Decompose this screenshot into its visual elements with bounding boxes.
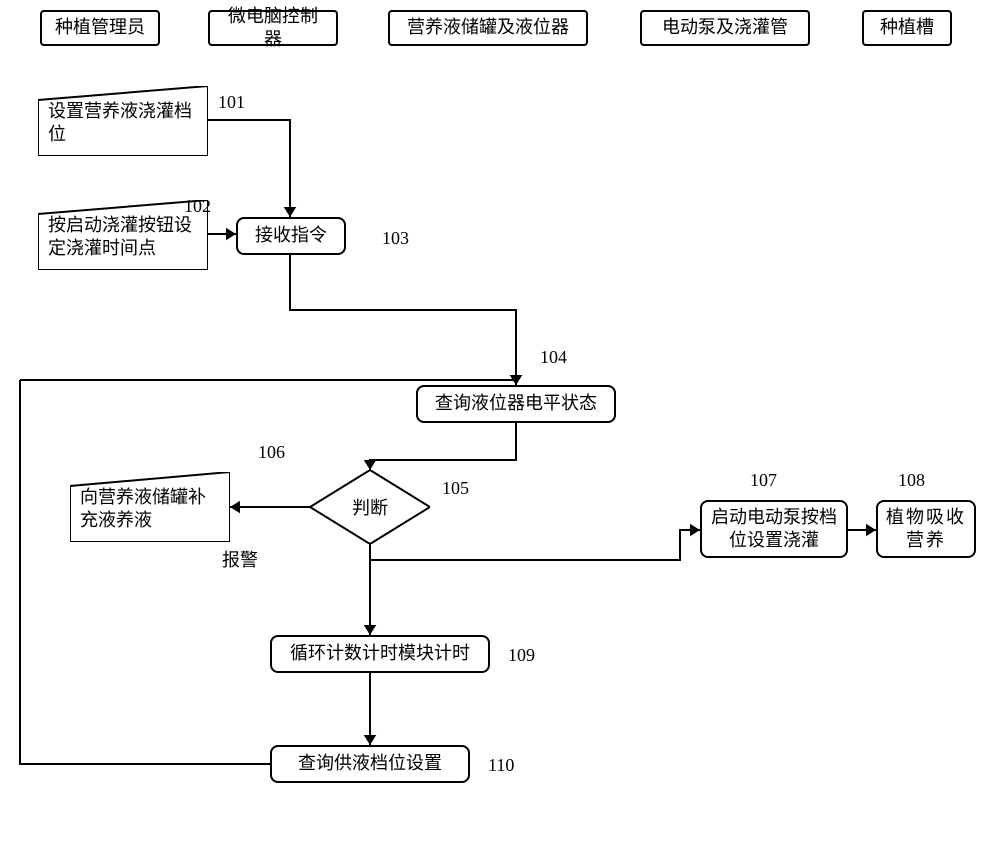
node-104: 查询液位器电平状态 xyxy=(416,385,616,423)
header-controller: 微电脑控制器 xyxy=(208,10,338,46)
node-101: 设置营养液浇灌档位 xyxy=(38,86,208,156)
flowchart-canvas: 种植管理员 微电脑控制器 营养液储罐及液位器 电动泵及浇灌管 种植槽 设置营养液… xyxy=(0,0,1000,852)
node-102: 按启动浇灌按钮设定浇灌时间点 xyxy=(38,200,208,270)
step-num-101: 101 xyxy=(218,92,245,113)
node-108: 植物吸收营养 xyxy=(876,500,976,558)
node-106-label: 向营养液储罐补充液养液 xyxy=(80,486,220,533)
node-105-decision: 判断 xyxy=(310,470,430,544)
node-109: 循环计数计时模块计时 xyxy=(270,635,490,673)
step-num-107: 107 xyxy=(750,470,777,491)
header-pump: 电动泵及浇灌管 xyxy=(640,10,810,46)
step-num-110: 110 xyxy=(488,755,514,776)
edge-label-alarm: 报警 xyxy=(222,546,258,572)
step-num-104: 104 xyxy=(540,347,567,368)
step-num-108: 108 xyxy=(898,470,925,491)
header-admin: 种植管理员 xyxy=(40,10,160,46)
header-planter: 种植槽 xyxy=(862,10,952,46)
step-num-106: 106 xyxy=(258,442,285,463)
node-105-label: 判断 xyxy=(310,494,430,520)
node-102-label: 按启动浇灌按钮设定浇灌时间点 xyxy=(48,214,198,261)
step-num-105: 105 xyxy=(442,478,469,499)
node-103: 接收指令 xyxy=(236,217,346,255)
node-110: 查询供液档位设置 xyxy=(270,745,470,783)
step-num-109: 109 xyxy=(508,645,535,666)
step-num-103: 103 xyxy=(382,228,409,249)
header-tank: 营养液储罐及液位器 xyxy=(388,10,588,46)
node-101-label: 设置营养液浇灌档位 xyxy=(48,100,198,147)
step-num-102: 102 xyxy=(184,196,211,217)
node-106: 向营养液储罐补充液养液 xyxy=(70,472,230,542)
node-107: 启动电动泵按档位设置浇灌 xyxy=(700,500,848,558)
